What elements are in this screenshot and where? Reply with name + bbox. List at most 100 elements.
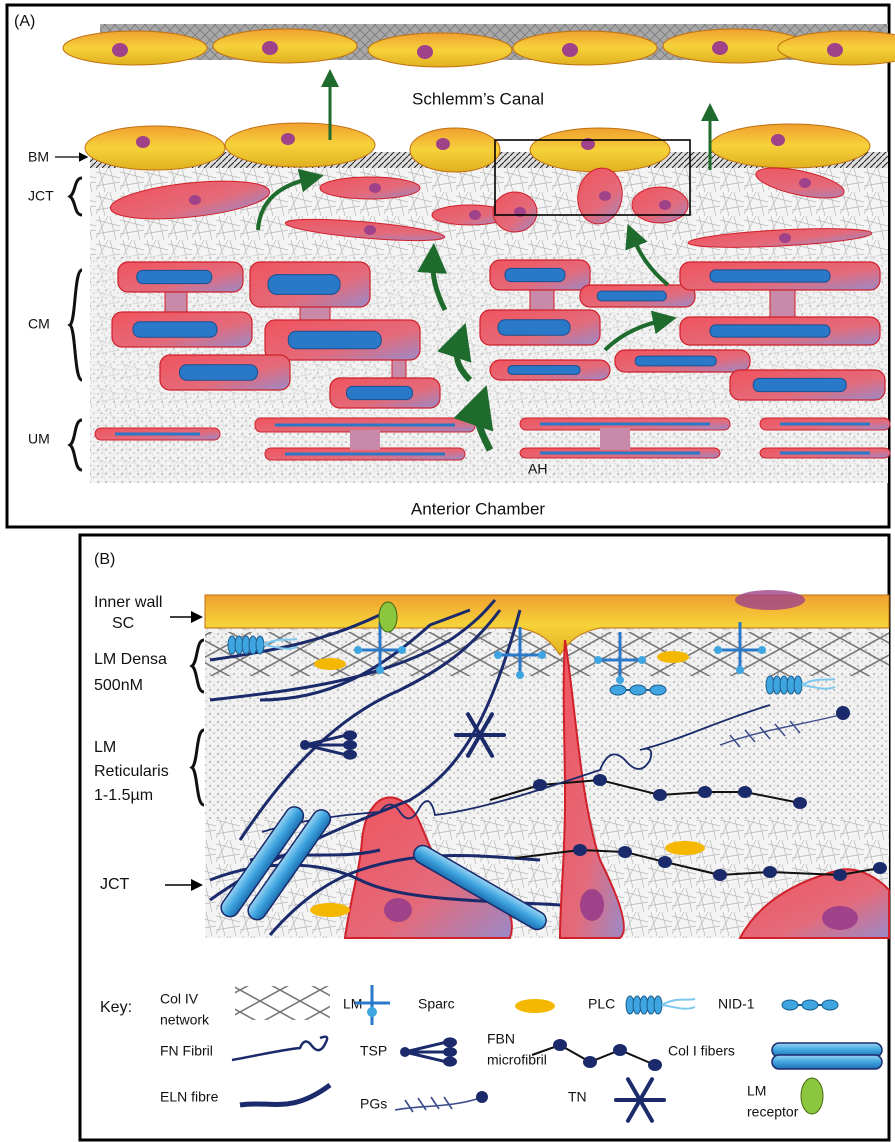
um-nucleus [780,451,870,455]
tsp-arm [304,733,346,747]
canal-label: Schlemm’s Canal [412,89,544,108]
nucleus [562,43,578,57]
fbn-bead [658,856,672,868]
cm-nucleus [709,324,831,338]
nucleus [580,889,604,921]
nucleus [599,191,611,201]
plc-tail [801,678,836,690]
brace [67,268,84,382]
eln-fibre [239,1082,332,1108]
um-nucleus [285,452,445,456]
fbn-bead [653,789,667,801]
endothelial-cell [212,28,358,64]
key-label: FBN [487,1031,515,1047]
nucleus [822,906,858,930]
cm-nucleus [752,377,847,393]
lm-end [516,671,524,679]
layer-label: SC [112,615,134,632]
fbn-bead [698,786,712,798]
fbn-bead [573,844,587,856]
lm [358,622,402,670]
layer-label: UM [28,431,50,447]
tsp-arm [404,1050,446,1064]
nucleus [436,138,450,150]
nucleus [799,178,811,188]
endothelial-cell [512,30,658,66]
col-i-fiber [247,809,332,921]
reticularis-dots [205,710,889,820]
endothelial-cell [62,30,208,66]
nucleus [281,133,295,145]
lm-end [354,646,362,654]
sparc [665,841,705,855]
layer-label: CM [28,316,50,332]
inner-wall [204,594,890,656]
layer-label: Inner wall [94,594,162,611]
fbn-line [514,848,881,877]
cell-junction [769,287,796,320]
lm-end [638,656,646,664]
zoom-box [494,139,691,216]
brace [189,638,205,694]
layer-label: JCT [28,188,54,204]
key-label: Col IV [160,991,199,1007]
brace [67,176,83,217]
eln-fibre [209,609,522,902]
lm-receptor [800,1077,824,1115]
sparc [657,651,689,663]
um-nucleus [115,432,200,436]
flow-label: AH [528,461,547,477]
layer-label: 500nM [94,677,143,694]
flow-arrow [603,310,677,352]
nid-bead [801,999,819,1011]
brace [189,728,205,807]
nucleus [417,45,433,59]
cm-nucleus [132,321,218,338]
inner-wall-cell [84,125,226,171]
fbn-bead [873,862,887,874]
col-i-fiber [413,844,547,931]
fbn-bead [738,786,752,798]
tsp-head [343,749,357,760]
brace [67,418,83,472]
eln-fibre [259,608,471,702]
plc-bead [653,995,663,1015]
nucleus [827,43,843,57]
key-label: Sparc [418,996,455,1012]
nid-bead [629,684,647,696]
flow-arrow [453,385,494,452]
key-label: ELN fibre [160,1089,219,1105]
lm [355,985,390,1025]
key-label: microfibril [487,1052,547,1068]
tsp-core [400,1047,410,1057]
tsp-head [443,1037,457,1048]
cm-nucleus [136,269,213,285]
lm-end [367,1007,377,1017]
sparc [310,903,350,917]
plc-bead [255,635,265,655]
key-label: LM [343,996,362,1012]
cell-junction [600,428,630,450]
sparc [314,658,346,670]
flow-arrow [625,223,670,287]
nid-bead [821,999,839,1011]
panel-label: (A) [14,13,35,30]
cell-junction [391,357,407,381]
panel-label: (B) [94,551,115,568]
plc-bead [793,675,803,695]
lm-end [758,646,766,654]
inner-wall-cell [709,123,871,169]
fbn-bead [583,1056,597,1068]
inner-wall-cell [409,127,501,173]
cm-nucleus [346,385,413,401]
fbn-bead [553,1039,567,1051]
tsp-head [443,1056,457,1067]
nucleus [735,590,805,610]
key-label: NID-1 [718,996,755,1012]
eln-fibre [209,598,497,702]
tn-arm [478,733,494,758]
fbn-bead [648,1059,662,1071]
cm-nucleus [179,364,258,381]
layer-label: Reticularis [94,763,169,780]
tn-arm [626,1098,642,1123]
